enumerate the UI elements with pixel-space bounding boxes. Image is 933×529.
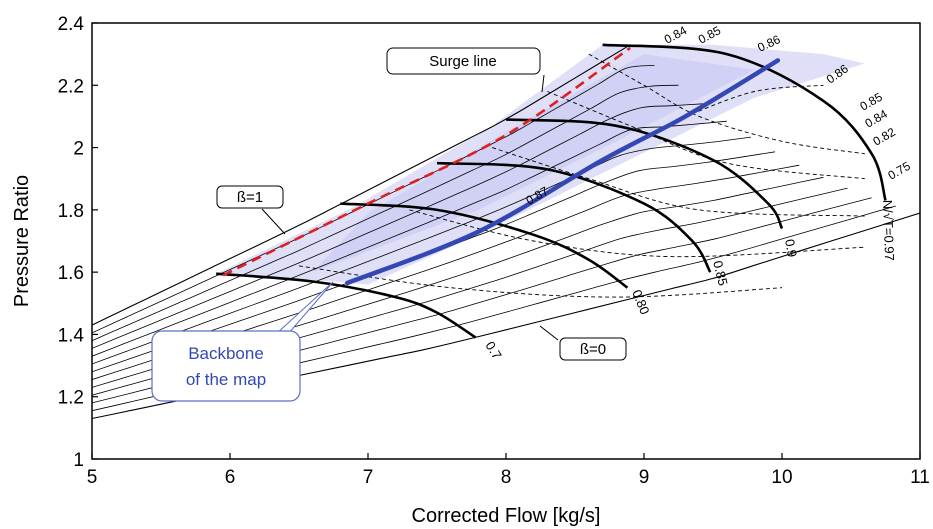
y-axis-ticks: 1 1.2 1.4 1.6 1.8 2 2.2 2.4 — [58, 14, 98, 471]
efficiency-label: 0.75 — [886, 159, 914, 183]
y-tick-label: 1.4 — [58, 325, 85, 346]
x-tick-label: 9 — [639, 467, 650, 488]
shaded-band-core — [312, 54, 755, 273]
beta0-callout-leader — [539, 325, 559, 341]
x-tick-label: 6 — [225, 467, 236, 488]
beta-line — [92, 120, 727, 357]
speed-line — [216, 272, 477, 339]
speed-label-0.9: 0.9 — [782, 238, 800, 258]
y-tick-label: 2.2 — [58, 76, 84, 97]
efficiency-shading — [216, 44, 865, 285]
x-axis-ticks: 5 6 7 8 9 10 11 — [87, 453, 930, 488]
speed-label-0.80: 0.80 — [629, 288, 652, 317]
efficiency-contour — [492, 147, 865, 217]
speed-line — [340, 202, 629, 289]
y-tick-label: 2 — [73, 139, 84, 160]
efficiency-contour — [588, 53, 865, 155]
surge-line — [222, 46, 631, 277]
beta-line — [92, 44, 631, 326]
surge-callout-box — [386, 47, 541, 75]
y-tick-label: 2.4 — [58, 14, 85, 35]
backbone-callout-pointer — [274, 281, 334, 335]
backbone-line — [345, 58, 781, 286]
speed-line — [505, 118, 784, 230]
speed-lines — [216, 43, 887, 339]
y-tick-label: 1.6 — [58, 263, 84, 284]
efficiency-label: 0.82 — [871, 125, 899, 149]
y-tick-label: 1.2 — [58, 388, 84, 409]
speed-label-0.7: 0.7 — [482, 339, 504, 362]
beta-line — [92, 84, 679, 342]
beta1-callout-leader — [261, 208, 286, 235]
speed-label-0.85: 0.85 — [710, 259, 731, 287]
x-tick-label: 10 — [771, 467, 792, 488]
x-axis-label: Corrected Flow [kg/s] — [412, 505, 601, 527]
y-axis-label: Pressure Ratio — [11, 175, 33, 307]
speed-line — [436, 161, 712, 273]
beta-line — [92, 136, 752, 365]
y-tick-label: 1 — [73, 450, 84, 471]
speed-label-0.97: N/√T=0.97 — [880, 200, 897, 261]
backbone-layer — [345, 58, 781, 286]
efficiency-contour — [409, 209, 865, 258]
efficiency-label: 0.84 — [662, 23, 689, 46]
x-tick-label: 8 — [501, 467, 512, 488]
x-tick-label: 7 — [363, 467, 374, 488]
x-tick-label: 5 — [87, 467, 98, 488]
backbone-callout-line2: of the map — [186, 370, 266, 389]
backbone-callout-box — [151, 330, 301, 402]
beta0-callout-box — [559, 337, 627, 361]
x-tick-label: 11 — [910, 467, 930, 488]
speed-line — [602, 43, 887, 201]
backbone-callout-line1: Backbone — [188, 344, 264, 363]
efficiency-label: 0.85 — [696, 23, 723, 46]
surge-line-layer — [222, 46, 631, 277]
surge-callout-label: Surge line — [429, 53, 497, 70]
beta1-callout-box — [216, 185, 284, 209]
beta0-callout-label: ß=0 — [580, 341, 606, 358]
beta1-callout-label: ß=1 — [237, 189, 263, 206]
y-tick-label: 1.8 — [58, 201, 84, 222]
surge-callout-leader — [541, 74, 545, 93]
efficiency-contour — [685, 84, 824, 117]
efficiency-contour — [547, 91, 865, 180]
